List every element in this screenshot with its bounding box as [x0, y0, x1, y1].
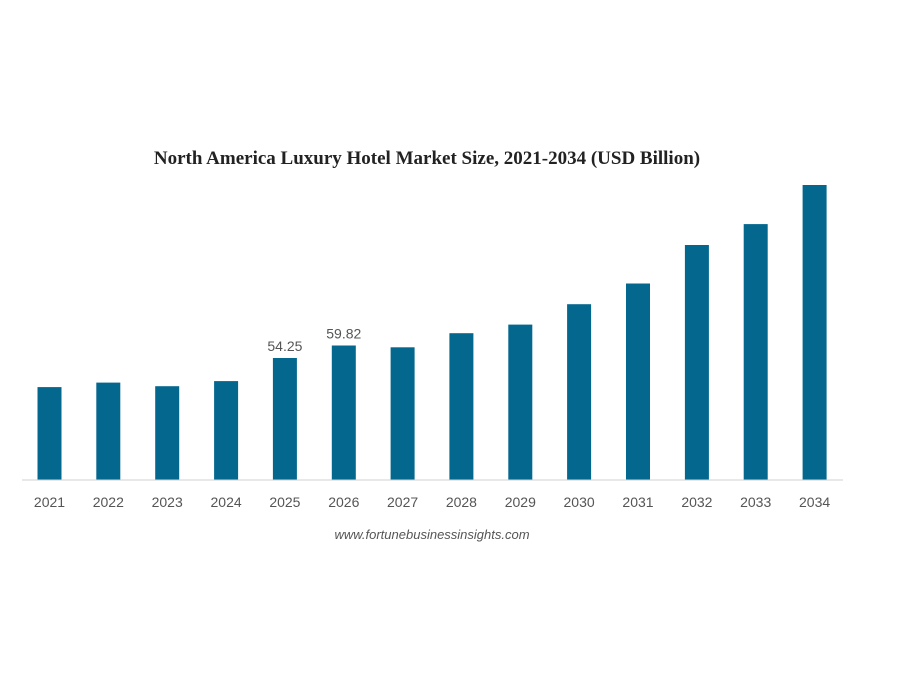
- x-tick-label-2034: 2034: [799, 494, 830, 510]
- data-labels-group: 54.25 59.82: [267, 326, 361, 355]
- x-tick-label-2032: 2032: [681, 494, 712, 510]
- x-axis-tick-labels: 2021 2022 2023 2024 2025 2026 2027 2028 2029 2030…: [34, 494, 830, 510]
- bar-2023: [155, 386, 180, 480]
- x-tick-label-2026: 2026: [328, 494, 359, 510]
- x-tick-label-2030: 2030: [564, 494, 595, 510]
- bar-2028: [449, 333, 474, 480]
- bar-2022: [96, 382, 121, 480]
- data-label-2026: 59.82: [326, 326, 361, 342]
- x-tick-label-2023: 2023: [152, 494, 183, 510]
- x-tick-label-2021: 2021: [34, 494, 65, 510]
- x-tick-label-2024: 2024: [211, 494, 242, 510]
- bar-2027: [390, 347, 415, 480]
- bar-2025: [272, 358, 297, 480]
- bars-group: [37, 185, 827, 480]
- bar-2026: [331, 345, 356, 480]
- x-tick-label-2029: 2029: [505, 494, 536, 510]
- x-tick-label-2033: 2033: [740, 494, 771, 510]
- source-note: www.fortunebusinessinsights.com: [334, 527, 529, 542]
- x-tick-label-2031: 2031: [622, 494, 653, 510]
- bar-2024: [214, 381, 239, 480]
- x-tick-label-2025: 2025: [269, 494, 300, 510]
- bar-2031: [626, 283, 650, 480]
- bar-2021: [37, 387, 62, 480]
- x-tick-label-2022: 2022: [93, 494, 124, 510]
- x-tick-label-2028: 2028: [446, 494, 477, 510]
- bar-2033: [743, 224, 768, 480]
- chart-title: North America Luxury Hotel Market Size, …: [154, 148, 700, 169]
- bar-2032: [684, 245, 709, 480]
- data-label-2025: 54.25: [267, 338, 302, 354]
- bar-2034: [802, 185, 827, 480]
- x-tick-label-2027: 2027: [387, 494, 418, 510]
- bar-2030: [567, 304, 592, 480]
- bar-2029: [508, 324, 533, 480]
